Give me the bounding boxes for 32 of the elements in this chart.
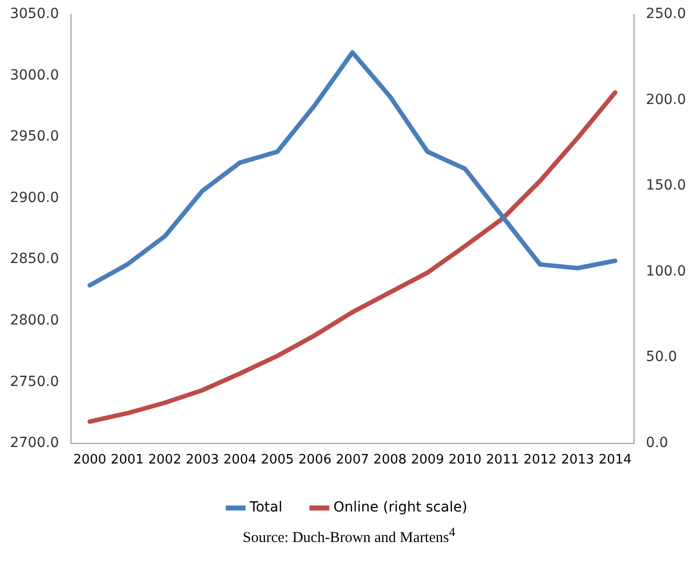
source-note: Source: Duch-Brown and Martens$^{4}$ [242, 525, 456, 547]
x-tick-label: 2001 [110, 452, 144, 468]
y-tick-label: 2800.0 [10, 312, 59, 328]
x-tick-label: 2013 [561, 452, 594, 468]
x-tick-label: 2007 [336, 452, 369, 468]
y-tick-label: 2750.0 [10, 374, 59, 390]
x-tick-label: 2008 [373, 452, 407, 468]
y2-tick-label: 0.0 [646, 435, 668, 452]
x-tick-label: 2011 [486, 452, 520, 468]
y2-tick-label: 200.0 [646, 92, 686, 108]
y-tick-label: 2900.0 [10, 190, 59, 206]
x-tick-label: 2009 [410, 452, 444, 468]
x-tick-label: 2012 [524, 452, 557, 468]
y2-tick-label: 250.0 [646, 6, 686, 22]
legend-label: Online (right scale) [333, 500, 468, 516]
y-tick-label: 2850.0 [10, 251, 59, 268]
x-tick-label: 2003 [186, 452, 219, 468]
y2-tick-label: 100.0 [646, 263, 686, 280]
legend-label: Total [248, 500, 282, 516]
x-tick-label: 2000 [73, 452, 106, 468]
x-tick-label: 2004 [223, 452, 256, 468]
x-tick-label: 2006 [298, 452, 332, 468]
y-tick-label: 3050.0 [10, 6, 59, 22]
x-tick-label: 2010 [448, 452, 482, 468]
x-tick-label: 2014 [598, 452, 632, 468]
y-tick-label: 3000.0 [10, 67, 59, 84]
y2-tick-label: 150.0 [646, 178, 686, 194]
x-tick-label: 2002 [148, 452, 182, 468]
y-tick-label: 2700.0 [10, 435, 59, 452]
y-tick-label: 2950.0 [10, 128, 59, 145]
y2-tick-label: 50.0 [646, 349, 678, 366]
x-tick-label: 2005 [260, 452, 294, 468]
